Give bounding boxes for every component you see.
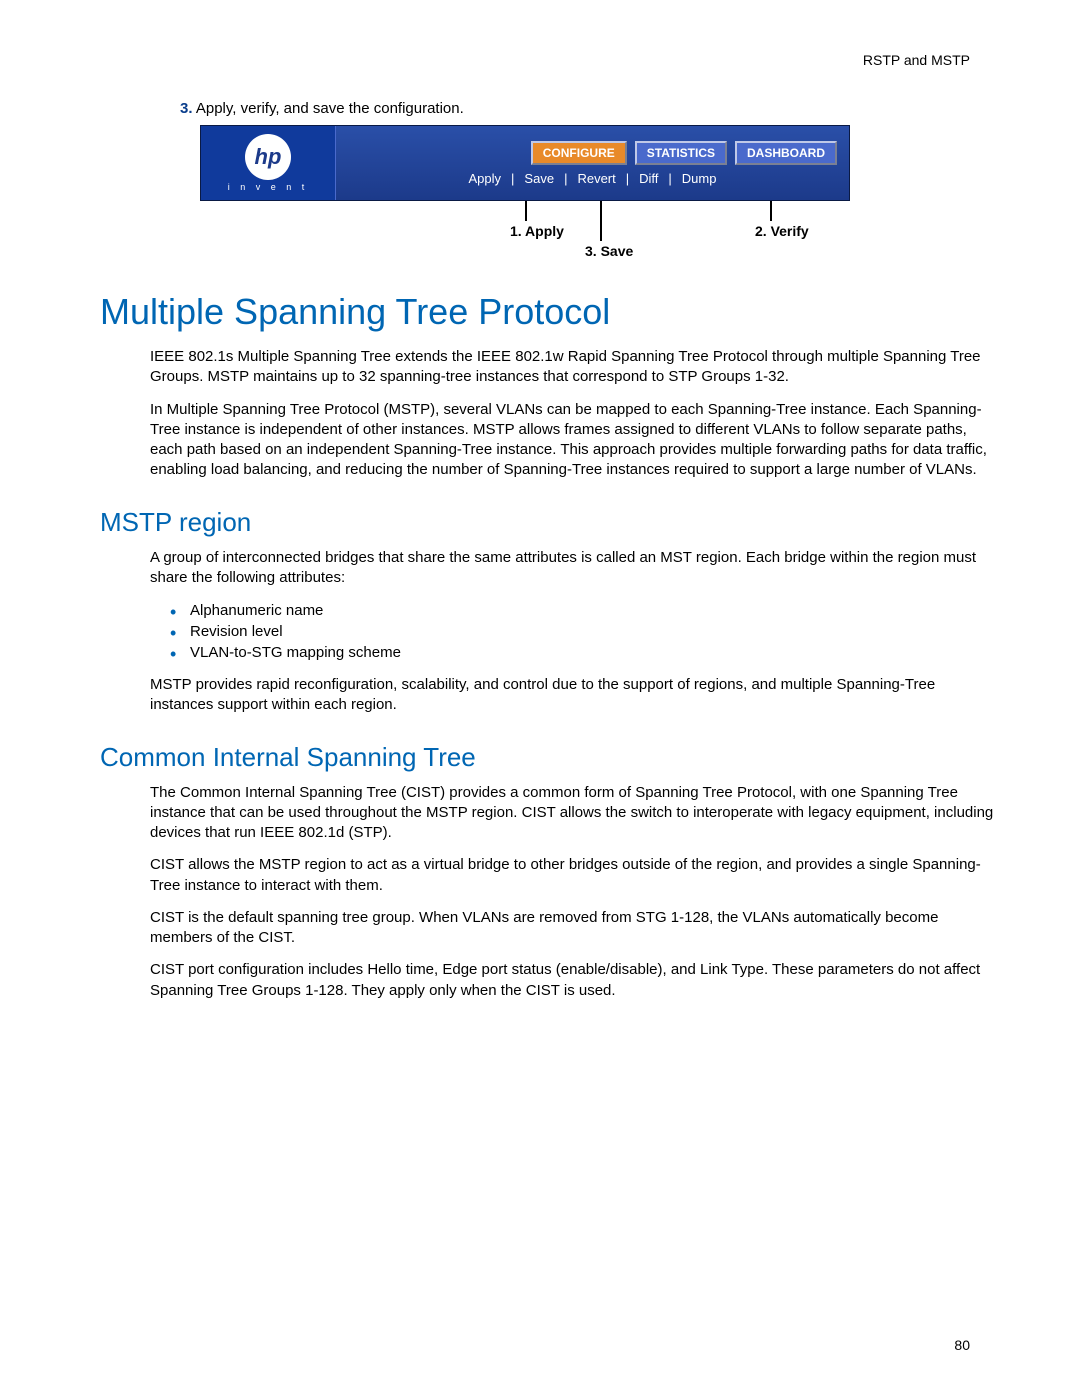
step-3-instruction: 3. Apply, verify, and save the configura… [180,100,1000,117]
heading-mstp: Multiple Spanning Tree Protocol [100,291,1000,333]
link-save[interactable]: Save [522,171,556,186]
link-revert[interactable]: Revert [575,171,617,186]
tab-statistics[interactable]: STATISTICS [635,141,727,165]
hp-logo-box: hp i n v e n t [201,126,336,200]
tab-row: CONFIGURE STATISTICS DASHBOARD [348,141,837,165]
list-item: VLAN-to-STG mapping scheme [170,642,1000,663]
tab-configure[interactable]: CONFIGURE [531,141,627,165]
separator: | [666,171,673,186]
hp-logo-tagline: i n v e n t [228,182,309,192]
callout-apply: 1. Apply [510,223,564,239]
banner-callouts: 1. Apply 3. Save 2. Verify [300,201,950,261]
tab-dashboard[interactable]: DASHBOARD [735,141,837,165]
callout-save: 3. Save [585,243,633,259]
list-item: Alphanumeric name [170,600,1000,621]
callout-verify: 2. Verify [755,223,809,239]
banner-nav-area: CONFIGURE STATISTICS DASHBOARD Apply | S… [336,126,849,200]
step-number: 3. [180,100,193,117]
paragraph-mstp-1: IEEE 802.1s Multiple Spanning Tree exten… [150,347,1000,388]
step-text: Apply, verify, and save the configuratio… [196,100,464,117]
callout-line-2 [770,201,772,221]
list-item: Revision level [170,621,1000,642]
paragraph-cist-3: CIST is the default spanning tree group.… [150,908,1000,949]
hp-nav-banner: hp i n v e n t CONFIGURE STATISTICS DASH… [200,125,850,201]
separator: | [562,171,569,186]
separator: | [509,171,516,186]
paragraph-cist-4: CIST port configuration includes Hello t… [150,960,1000,1001]
link-dump[interactable]: Dump [680,171,719,186]
paragraph-cist-2: CIST allows the MSTP region to act as a … [150,855,1000,896]
hp-logo-icon: hp [245,134,291,180]
ui-banner-screenshot: hp i n v e n t CONFIGURE STATISTICS DASH… [200,125,850,261]
region-attributes-list: Alphanumeric name Revision level VLAN-to… [170,600,1000,663]
link-diff[interactable]: Diff [637,171,660,186]
callout-line-3 [600,201,602,241]
link-apply[interactable]: Apply [467,171,504,186]
paragraph-region-1: A group of interconnected bridges that s… [150,548,1000,589]
heading-cist: Common Internal Spanning Tree [100,742,1000,773]
paragraph-mstp-2: In Multiple Spanning Tree Protocol (MSTP… [150,400,1000,481]
header-section-label: RSTP and MSTP [863,52,970,68]
separator: | [624,171,631,186]
callout-line-1 [525,201,527,221]
paragraph-region-2: MSTP provides rapid reconfiguration, sca… [150,675,1000,716]
heading-mstp-region: MSTP region [100,507,1000,538]
page-number: 80 [954,1337,970,1353]
action-link-row: Apply | Save | Revert | Diff | Dump [348,171,837,186]
paragraph-cist-1: The Common Internal Spanning Tree (CIST)… [150,783,1000,844]
